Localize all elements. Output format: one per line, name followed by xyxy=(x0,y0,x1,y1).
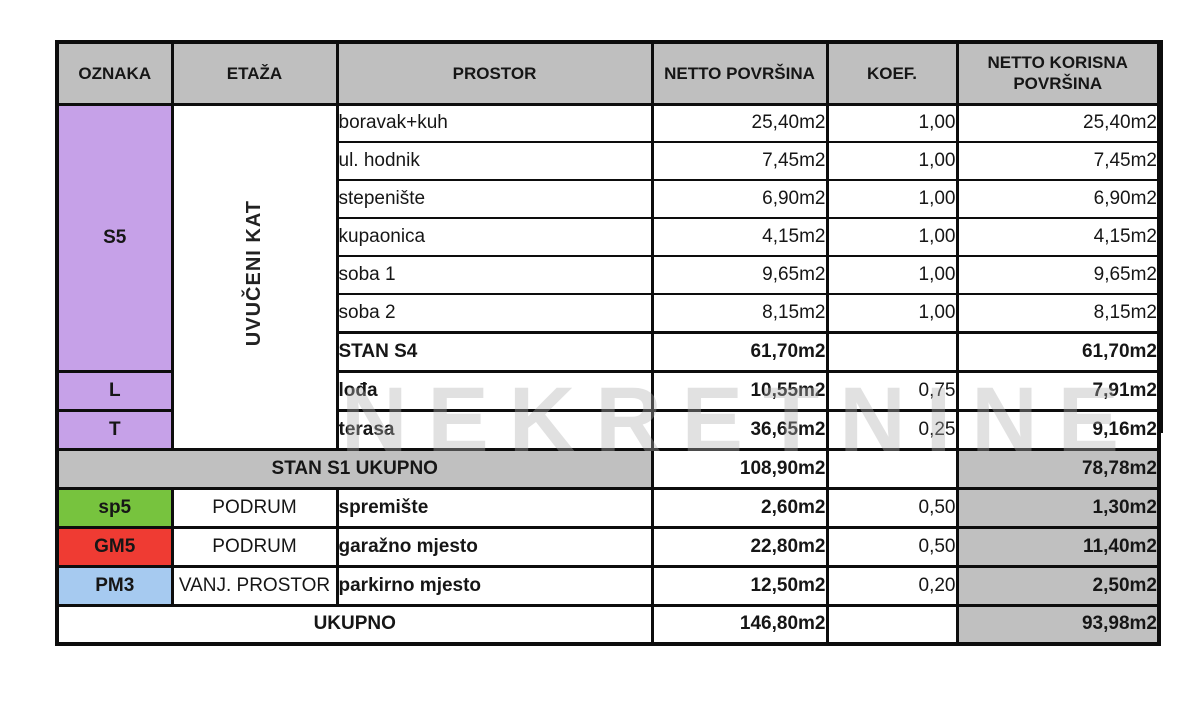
cell-koef: 0,20 xyxy=(825,564,959,607)
cell-koef: 1,00 xyxy=(825,217,959,257)
cell-netto: 6,90m2 xyxy=(650,179,829,219)
cell-prostor: terasa xyxy=(335,408,654,451)
cell-korisna: 2,50m2 xyxy=(955,564,1161,607)
cell-koef: 0,50 xyxy=(825,486,959,529)
cell-prostor: boravak+kuh xyxy=(335,103,654,143)
cell-korisna: 4,15m2 xyxy=(955,217,1161,257)
table-row: S5 UVUČENI KAT boravak+kuh 25,40m2 1,00 … xyxy=(55,103,1161,450)
cell-netto: 108,90m2 xyxy=(650,447,829,490)
table-row: ul. hodnik 7,45m2 1,00 7,45m2 xyxy=(57,141,1161,181)
grand-total-row: UKUPNO 146,80m2 93,98m2 xyxy=(55,603,1161,646)
cell-koef: 1,00 xyxy=(825,141,959,181)
cell-prostor: lođa xyxy=(335,369,654,412)
cell-etaza: VANJ. PROSTOR xyxy=(170,564,339,607)
cell-korisna: 25,40m2 xyxy=(955,103,1161,143)
cell-prostor: stepenište xyxy=(335,179,654,219)
cell-prostor: soba 2 xyxy=(335,293,654,333)
cell-koef: 1,00 xyxy=(825,179,959,219)
cell-koef-empty xyxy=(825,603,959,646)
column-header-oznaka: OZNAKA xyxy=(55,41,174,106)
cell-prostor: soba 1 xyxy=(335,255,654,295)
cell-koef: 1,00 xyxy=(825,255,959,295)
total-row-stan-s1: STAN S1 UKUPNO 108,90m2 78,78m2 xyxy=(55,447,1161,490)
cell-prostor: kupaonica xyxy=(335,217,654,257)
cell-etaza: PODRUM xyxy=(170,525,339,568)
cell-stan-total-label: STAN S1 UKUPNO xyxy=(55,447,654,490)
cell-korisna: 7,91m2 xyxy=(955,369,1161,412)
cell-netto: 10,55m2 xyxy=(650,369,829,412)
column-header-korisna: NETTO KORISNA POVRŠINA xyxy=(955,41,1161,106)
cell-korisna: 61,70m2 xyxy=(955,330,1161,373)
table-row-spremiste: sp5 PODRUM spremište 2,60m2 0,50 1,30m2 xyxy=(55,486,1161,529)
cell-prostor: parkirno mjesto xyxy=(335,564,654,607)
cell-oznaka-t: T xyxy=(55,408,174,451)
cell-grand-total-label: UKUPNO xyxy=(55,603,654,646)
cell-korisna: 9,16m2 xyxy=(955,408,1161,451)
cell-korisna: 11,40m2 xyxy=(955,525,1161,568)
cell-korisna: 7,45m2 xyxy=(955,141,1161,181)
cell-netto: 9,65m2 xyxy=(650,255,829,295)
cell-koef: 0,50 xyxy=(825,525,959,568)
cell-etaza-uvuceni-kat: UVUČENI KAT xyxy=(170,103,339,450)
cell-korisna: 8,15m2 xyxy=(955,293,1161,333)
column-header-prostor: PROSTOR xyxy=(335,41,654,106)
cell-koef-empty xyxy=(825,447,959,490)
cell-prostor: ul. hodnik xyxy=(335,141,654,181)
table-row: soba 1 9,65m2 1,00 9,65m2 xyxy=(57,255,1161,295)
subtotal-row-stan-s4: STAN S4 61,70m2 61,70m2 xyxy=(57,330,1161,373)
cell-netto: 146,80m2 xyxy=(650,603,829,646)
table-row: soba 2 8,15m2 1,00 8,15m2 xyxy=(57,293,1161,333)
cell-prostor: garažno mjesto xyxy=(335,525,654,568)
cell-koef: 1,00 xyxy=(825,293,959,333)
cell-netto: 12,50m2 xyxy=(650,564,829,607)
cell-korisna: 93,98m2 xyxy=(955,603,1161,646)
cell-oznaka-pm3: PM3 xyxy=(55,564,174,607)
column-header-etaza: ETAŽA xyxy=(170,41,339,106)
etaza-vertical-label: UVUČENI KAT xyxy=(243,200,265,347)
cell-netto: 22,80m2 xyxy=(650,525,829,568)
cell-korisna: 9,65m2 xyxy=(955,255,1161,295)
table-row-lodja: L lođa 10,55m2 0,75 7,91m2 xyxy=(55,369,1161,412)
cell-netto: 36,65m2 xyxy=(650,408,829,451)
cell-netto: 7,45m2 xyxy=(650,141,829,181)
cell-oznaka-s5: S5 xyxy=(55,103,174,372)
cell-etaza: PODRUM xyxy=(170,486,339,529)
cell-netto: 2,60m2 xyxy=(650,486,829,529)
cell-oznaka-sp5: sp5 xyxy=(55,486,174,529)
cell-netto: 8,15m2 xyxy=(650,293,829,333)
cell-korisna: 1,30m2 xyxy=(955,486,1161,529)
cell-netto: 61,70m2 xyxy=(650,330,829,373)
table-row-garazno-mjesto: GM5 PODRUM garažno mjesto 22,80m2 0,50 1… xyxy=(55,525,1161,568)
column-header-netto: NETTO POVRŠINA xyxy=(650,41,829,106)
cell-oznaka-gm5: GM5 xyxy=(55,525,174,568)
cell-netto: 4,15m2 xyxy=(650,217,829,257)
table-row-parkirno-mjesto: PM3 VANJ. PROSTOR parkirno mjesto 12,50m… xyxy=(55,564,1161,607)
cell-oznaka-l: L xyxy=(55,369,174,412)
table-row: kupaonica 4,15m2 1,00 4,15m2 xyxy=(57,217,1161,257)
cell-netto: 25,40m2 xyxy=(650,103,829,143)
table-row-terasa: T terasa 36,65m2 0,25 9,16m2 xyxy=(55,408,1161,451)
cell-prostor: STAN S4 xyxy=(335,330,654,373)
cell-koef-empty xyxy=(825,330,959,373)
cell-koef: 0,75 xyxy=(825,369,959,412)
cell-koef: 1,00 xyxy=(825,103,959,143)
cell-korisna: 6,90m2 xyxy=(955,179,1161,219)
table-row: stepenište 6,90m2 1,00 6,90m2 xyxy=(57,179,1161,219)
cell-prostor: spremište xyxy=(335,486,654,529)
header-row: OZNAKA ETAŽA PROSTOR NETTO POVRŠINA KOEF… xyxy=(55,41,1161,106)
page-edge-line xyxy=(1160,40,1163,433)
area-table: OZNAKA ETAŽA PROSTOR NETTO POVRŠINA KOEF… xyxy=(55,40,1161,646)
cell-korisna: 78,78m2 xyxy=(955,447,1161,490)
column-header-koef: KOEF. xyxy=(825,41,959,106)
cell-koef: 0,25 xyxy=(825,408,959,451)
